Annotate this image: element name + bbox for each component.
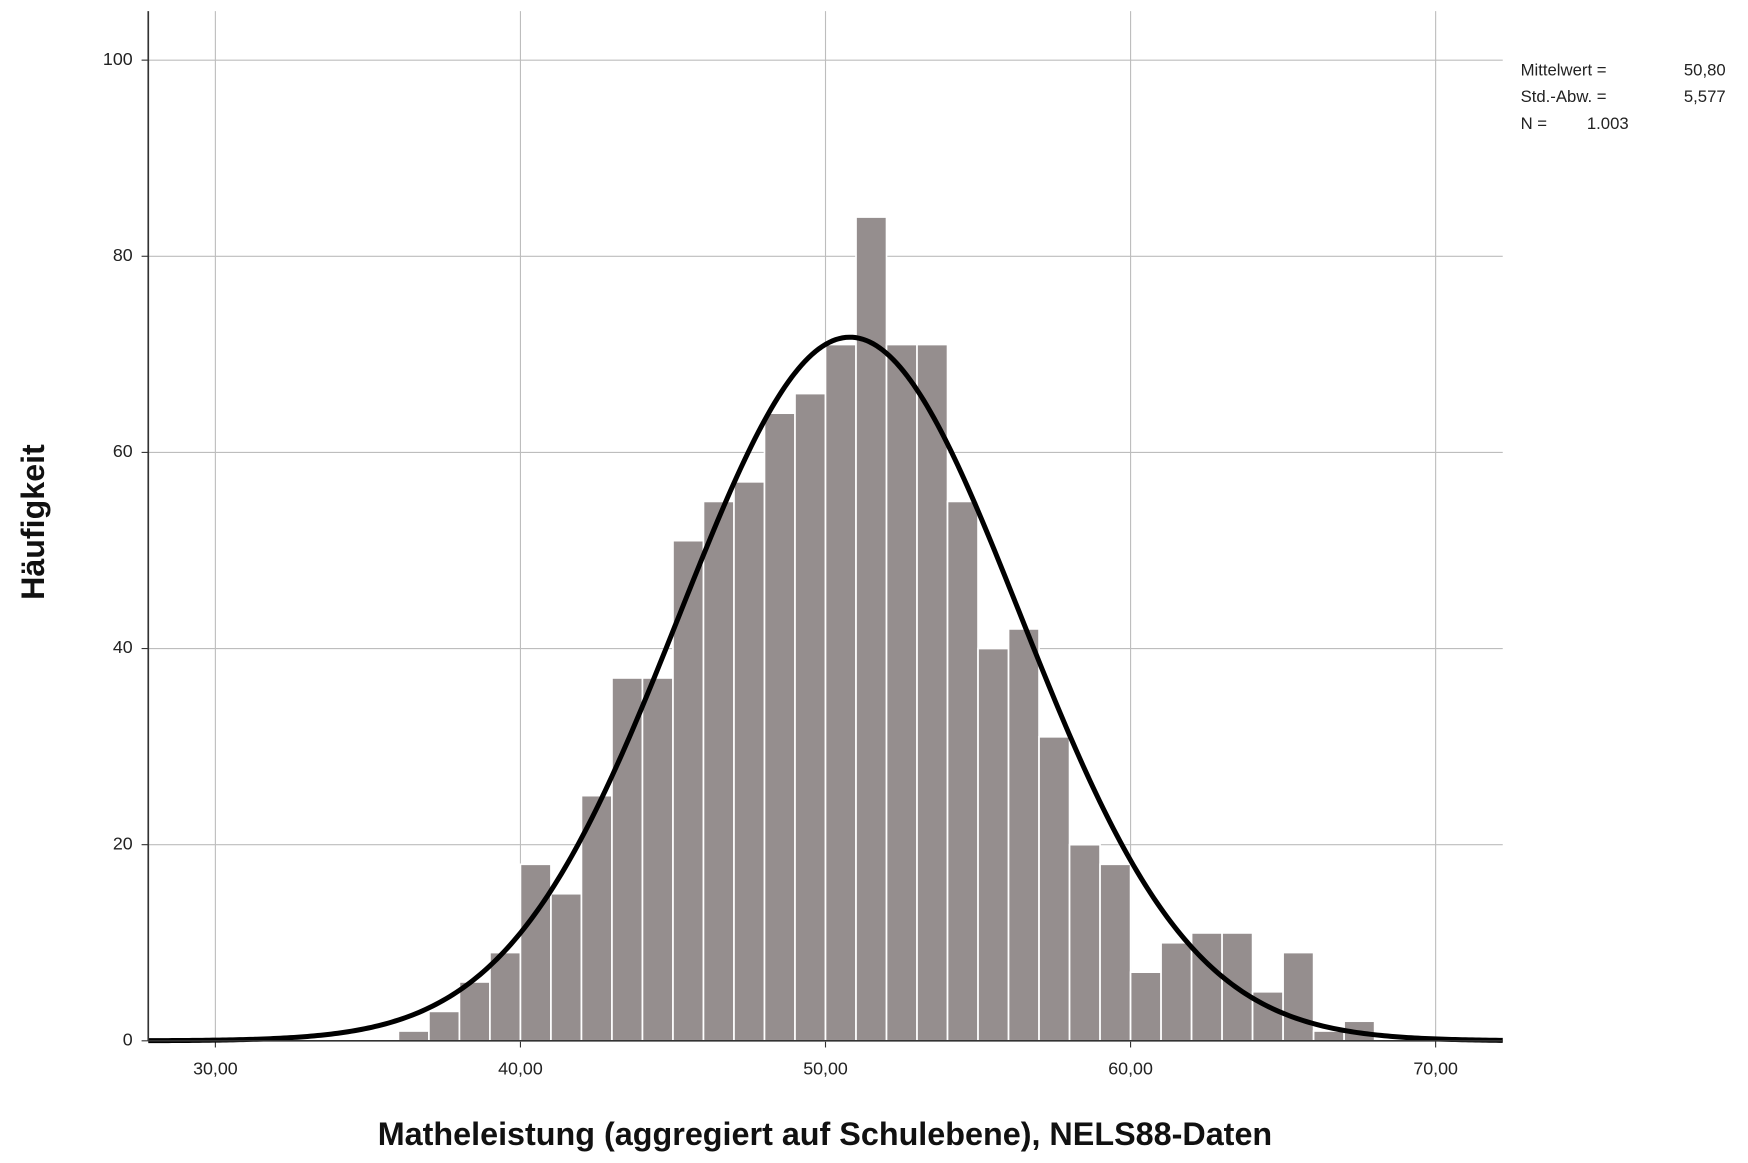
stat-value: 5,577: [1684, 87, 1726, 106]
bar: [1099, 863, 1132, 1042]
bar: [824, 343, 857, 1042]
bar: [1282, 951, 1315, 1042]
normal-curve: [148, 334, 1503, 1044]
bar: [397, 1030, 430, 1042]
bar: [489, 951, 522, 1042]
y-tick-label: 80: [113, 245, 133, 265]
bar: [641, 677, 674, 1042]
y-tick-label: 40: [113, 637, 133, 657]
stat-label: N =: [1521, 114, 1547, 133]
x-tick-label: 70,00: [1413, 1058, 1458, 1078]
bar: [763, 412, 796, 1042]
stat-label: Std.-Abw. =: [1521, 87, 1607, 106]
stat-label: Mittelwert =: [1521, 61, 1607, 80]
bar: [458, 981, 491, 1042]
y-tick-label: 20: [113, 833, 133, 853]
x-tick-label: 50,00: [803, 1058, 848, 1078]
bar: [794, 392, 827, 1042]
bar: [428, 1010, 461, 1042]
y-tick-label: 60: [113, 441, 133, 461]
y-tick-label: 100: [103, 49, 133, 69]
bar: [1038, 735, 1071, 1042]
bar: [977, 647, 1010, 1042]
bar: [1007, 628, 1040, 1042]
bar: [733, 480, 766, 1042]
y-tick-label: 0: [123, 1030, 133, 1050]
x-tick-label: 30,00: [193, 1058, 238, 1078]
bar: [916, 343, 949, 1042]
y-axis-label: Häufigkeit: [15, 444, 51, 600]
bar: [885, 343, 918, 1042]
x-tick-label: 40,00: [498, 1058, 543, 1078]
x-axis-label: Matheleistung (aggregiert auf Schulebene…: [378, 1116, 1272, 1152]
bar: [1190, 932, 1223, 1042]
bar: [1129, 971, 1162, 1042]
stat-value: 50,80: [1684, 61, 1726, 80]
x-tick-label: 60,00: [1108, 1058, 1153, 1078]
bar: [1068, 843, 1101, 1042]
bar: [519, 863, 552, 1042]
bar: [946, 500, 979, 1042]
bar: [1312, 1030, 1345, 1042]
bar: [1160, 941, 1193, 1042]
bar: [550, 892, 583, 1042]
bar: [611, 677, 644, 1042]
bar: [702, 500, 735, 1042]
stat-value: 1.003: [1587, 114, 1629, 133]
